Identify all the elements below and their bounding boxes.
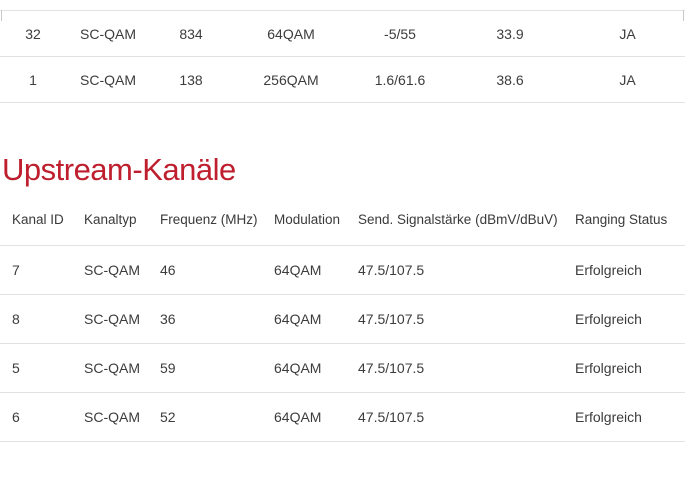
cell-frequenz: 46	[160, 245, 274, 295]
cell-kanaltyp: SC-QAM	[66, 10, 150, 57]
cell-frequenz: 834	[150, 10, 232, 57]
cell-kanal-id: 6	[0, 392, 84, 442]
cell-signalstaerke: 47.5/107.5	[358, 343, 575, 393]
cell-kanaltyp: SC-QAM	[84, 245, 160, 295]
cell-modulation: 64QAM	[274, 294, 358, 344]
channel-status-page: 32 SC-QAM 834 64QAM -5/55 33.9 JA 1 SC-Q…	[0, 10, 685, 442]
upstream-channels-table: Kanal ID Kanaltyp Frequenz (MHz) Modulat…	[0, 185, 685, 442]
cell-kanaltyp: SC-QAM	[84, 343, 160, 393]
cell-kanal-id: 5	[0, 343, 84, 393]
table-row: 6 SC-QAM 52 64QAM 47.5/107.5 Erfolgreich	[0, 392, 685, 442]
cell-modulation: 64QAM	[274, 392, 358, 442]
cell-ranging-status: Erfolgreich	[575, 245, 685, 295]
cell-kanal-id: 8	[0, 294, 84, 344]
cell-signal: 1.6/61.6	[350, 56, 450, 103]
col-header-modulation: Modulation	[274, 185, 358, 246]
cell-ranging-status: Erfolgreich	[575, 392, 685, 442]
col-header-ranging-status: Ranging Status	[575, 185, 685, 246]
cell-lock-status: JA	[570, 10, 685, 57]
cell-kanal-id: 1	[0, 56, 66, 103]
cell-frequenz: 52	[160, 392, 274, 442]
cell-kanal-id: 7	[0, 245, 84, 295]
cell-modulation: 64QAM	[232, 10, 350, 57]
cell-modulation: 256QAM	[232, 56, 350, 103]
top-left-border-stub	[1, 10, 2, 21]
cell-frequenz: 138	[150, 56, 232, 103]
cell-mer: 33.9	[450, 10, 570, 57]
cell-signalstaerke: 47.5/107.5	[358, 294, 575, 344]
cell-signalstaerke: 47.5/107.5	[358, 392, 575, 442]
cell-ranging-status: Erfolgreich	[575, 294, 685, 344]
cell-kanaltyp: SC-QAM	[66, 56, 150, 103]
col-header-signalstaerke: Send. Signalstärke (dBmV/dBuV)	[358, 185, 575, 246]
cell-kanaltyp: SC-QAM	[84, 392, 160, 442]
table-header-row: Kanal ID Kanaltyp Frequenz (MHz) Modulat…	[0, 185, 685, 246]
table-row: 5 SC-QAM 59 64QAM 47.5/107.5 Erfolgreich	[0, 343, 685, 393]
cell-signal: -5/55	[350, 10, 450, 57]
cell-frequenz: 36	[160, 294, 274, 344]
page-title: Upstream-Kanäle	[2, 152, 236, 187]
col-header-frequenz: Frequenz (MHz)	[160, 185, 274, 246]
table-row: 1 SC-QAM 138 256QAM 1.6/61.6 38.6 JA	[0, 56, 685, 103]
top-right-border-stub	[683, 10, 684, 21]
cell-kanal-id: 32	[0, 10, 66, 57]
cell-modulation: 64QAM	[274, 343, 358, 393]
cell-mer: 38.6	[450, 56, 570, 103]
cell-kanaltyp: SC-QAM	[84, 294, 160, 344]
cell-frequenz: 59	[160, 343, 274, 393]
table-row: 7 SC-QAM 46 64QAM 47.5/107.5 Erfolgreich	[0, 245, 685, 295]
cell-lock-status: JA	[570, 56, 685, 103]
downstream-channels-table: 32 SC-QAM 834 64QAM -5/55 33.9 JA 1 SC-Q…	[0, 10, 685, 103]
table-row: 32 SC-QAM 834 64QAM -5/55 33.9 JA	[0, 10, 685, 57]
cell-modulation: 64QAM	[274, 245, 358, 295]
cell-signalstaerke: 47.5/107.5	[358, 245, 575, 295]
table-row: 8 SC-QAM 36 64QAM 47.5/107.5 Erfolgreich	[0, 294, 685, 344]
col-header-kanaltyp: Kanaltyp	[84, 185, 160, 246]
cell-ranging-status: Erfolgreich	[575, 343, 685, 393]
col-header-kanal-id: Kanal ID	[0, 185, 84, 246]
